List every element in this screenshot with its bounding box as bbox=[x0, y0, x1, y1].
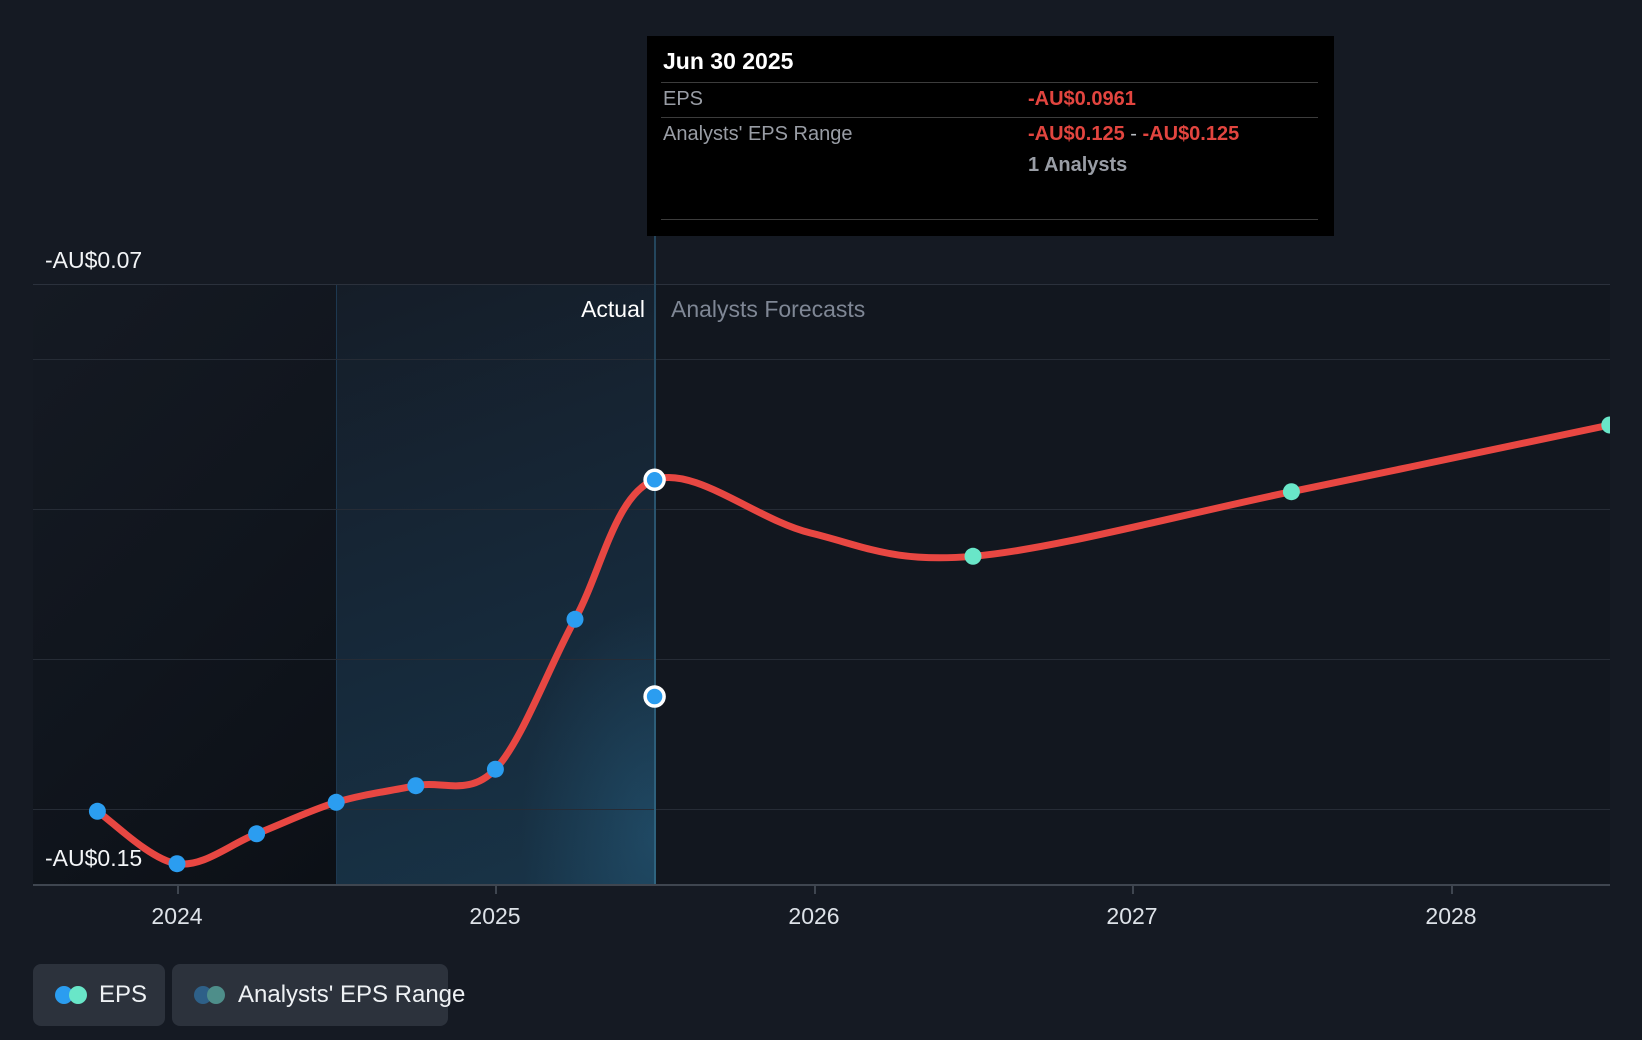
analysts-range-data-point[interactable] bbox=[643, 685, 666, 708]
eps-actual-data-point[interactable] bbox=[327, 793, 345, 811]
eps-blue-dot-icon bbox=[55, 986, 73, 1004]
plot-forecast-region bbox=[656, 284, 1610, 884]
x-tick-label: 2024 bbox=[151, 903, 203, 929]
eps-actual-data-point[interactable] bbox=[407, 777, 425, 795]
plot-history-region bbox=[33, 284, 336, 884]
legend-chip-eps[interactable]: EPS bbox=[33, 964, 165, 1026]
x-axis-line bbox=[33, 884, 1610, 886]
eps-forecast-data-point[interactable] bbox=[1601, 416, 1618, 434]
gridline bbox=[33, 509, 1610, 510]
chart-tooltip: Jun 30 2025 EPS -AU$0.0961 Analysts' EPS… bbox=[647, 36, 1334, 236]
eps-actual-data-point[interactable] bbox=[88, 802, 106, 820]
eps-actual-data-point[interactable] bbox=[566, 610, 584, 628]
eps-actual-data-point[interactable] bbox=[486, 760, 504, 778]
x-tick-label: 2026 bbox=[788, 903, 840, 929]
legend-range-label: Analysts' EPS Range bbox=[238, 981, 466, 1008]
x-tick-mark bbox=[1132, 886, 1134, 894]
gridline bbox=[33, 809, 1610, 810]
legend-chip-analysts-eps-range[interactable]: Analysts' EPS Range bbox=[172, 964, 465, 1026]
x-tick-mark bbox=[177, 886, 179, 894]
y-axis-label-top: -AU$0.07 bbox=[45, 247, 143, 273]
forecast-phase-label: Analysts Forecasts bbox=[671, 296, 866, 322]
actual-phase-label: Actual bbox=[581, 296, 645, 322]
eps-forecast-data-point[interactable] bbox=[964, 547, 982, 565]
tooltip-range-separator: - bbox=[1130, 123, 1137, 145]
x-tick-label: 2028 bbox=[1425, 903, 1477, 929]
x-tick-mark bbox=[495, 886, 497, 894]
eps-actual-data-point[interactable] bbox=[168, 855, 186, 873]
x-tick-mark bbox=[814, 886, 816, 894]
tooltip-date-title: Jun 30 2025 bbox=[663, 48, 794, 74]
tooltip-range-label: Analysts' EPS Range bbox=[663, 123, 853, 145]
gridline bbox=[33, 284, 1610, 285]
highlight-band-left-edge bbox=[336, 284, 337, 884]
tooltip-divider bbox=[661, 219, 1318, 220]
legend-eps-label: EPS bbox=[99, 981, 148, 1008]
y-axis-label-bottom: -AU$0.15 bbox=[45, 845, 143, 871]
eps-line bbox=[93, 421, 1610, 868]
tooltip-divider bbox=[661, 82, 1318, 83]
gridline bbox=[33, 359, 1610, 360]
gridline bbox=[33, 659, 1610, 660]
tooltip-analysts-count: 1 Analysts bbox=[1028, 154, 1128, 176]
tooltip-eps-value: -AU$0.0961 bbox=[1028, 88, 1136, 110]
eps-actual-data-point[interactable] bbox=[643, 468, 666, 492]
tooltip-range-value: -AU$0.125 - -AU$0.125 bbox=[1028, 123, 1239, 146]
eps-forecast-data-point[interactable] bbox=[1282, 483, 1300, 501]
x-tick-label: 2027 bbox=[1106, 903, 1158, 929]
tooltip-eps-label: EPS bbox=[663, 88, 704, 110]
tooltip-range-low: -AU$0.125 bbox=[1028, 123, 1125, 145]
tooltip-range-high: -AU$0.125 bbox=[1142, 123, 1240, 145]
x-tick-mark bbox=[1451, 886, 1453, 894]
last-year-highlight-band bbox=[336, 284, 655, 884]
tooltip-divider bbox=[661, 117, 1318, 118]
eps-actual-data-point[interactable] bbox=[248, 825, 266, 843]
eps-teal-dot-icon bbox=[69, 986, 87, 1004]
actual-forecast-divider-line bbox=[654, 236, 656, 884]
range-teal-dot-icon bbox=[207, 986, 225, 1004]
x-tick-label: 2025 bbox=[469, 903, 521, 929]
